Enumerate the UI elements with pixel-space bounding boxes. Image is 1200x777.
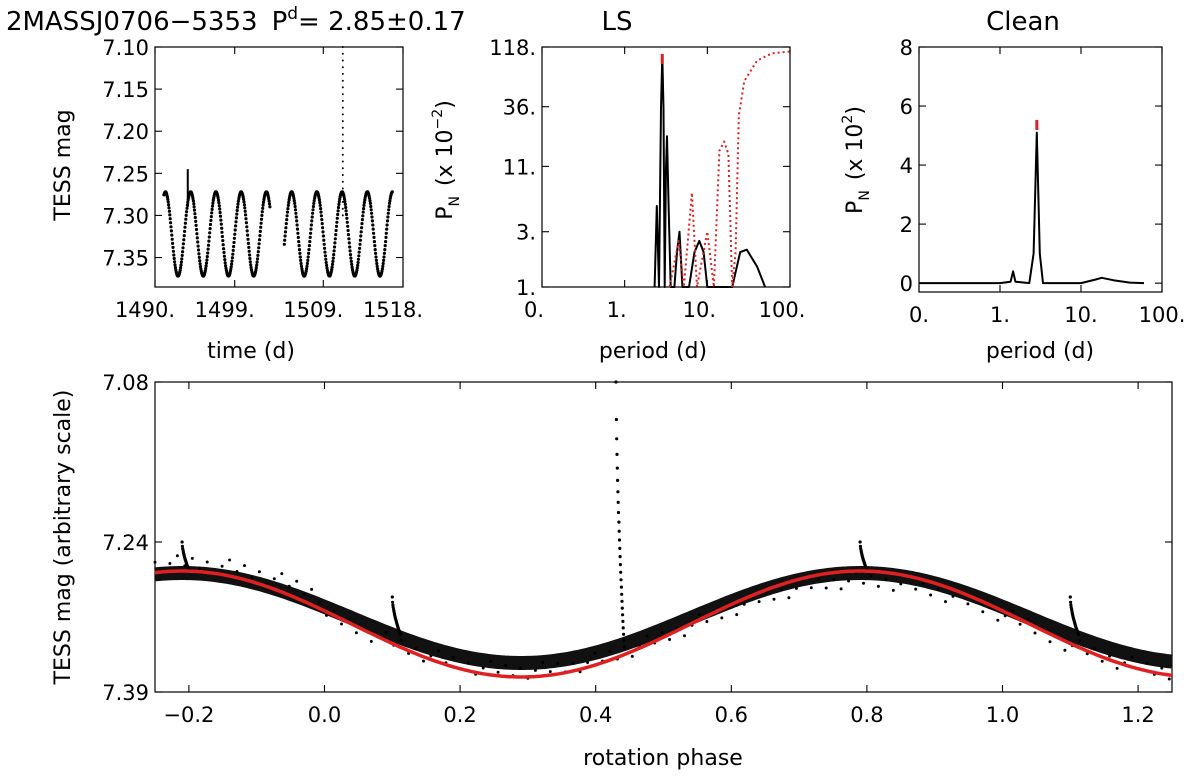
- phased-xtick-label: −0.2: [163, 703, 214, 727]
- phased-xtick-label: 0.6: [715, 703, 748, 727]
- phased-xtick-label: 0.8: [850, 703, 883, 727]
- clean-ytick-label: 2: [900, 213, 913, 237]
- ls-ylabel-sub: N: [447, 196, 463, 206]
- ls-xtick-label: 1.: [607, 298, 627, 322]
- ls-ytick-label: 1.: [516, 276, 536, 300]
- lightcurve-panel: 1490. 1499. 1509. 1518. 7.10 7.15 7.20 7.25 7.30…: [102, 36, 423, 322]
- lightcurve-ytick-label: 7.15: [102, 78, 149, 102]
- phased-sinusoid-fit: [154, 569, 1173, 679]
- clean-ytick-label: 8: [900, 36, 913, 60]
- phased-xtick-label: 1.2: [1121, 703, 1154, 727]
- clean-title: Clean: [986, 7, 1060, 37]
- lightcurve-ytick-label: 7.30: [102, 204, 149, 228]
- lightcurve-xlabel: time (d): [207, 339, 295, 364]
- clean-xtick-label: 100.: [1139, 303, 1186, 327]
- ls-ylabel: PN (x 10−2): [430, 100, 463, 220]
- clean-ylabel-close: ): [843, 106, 868, 115]
- ls-ytick-label: 3.: [516, 221, 536, 245]
- lightcurve-frame: [154, 46, 404, 288]
- ls-ylabel-p: P: [433, 207, 458, 220]
- phased-ytick-label: 7.08: [102, 371, 149, 395]
- ls-ytick-label: 36.: [503, 96, 536, 120]
- ls-series-window: [668, 50, 791, 288]
- clean-ylabel-sup: 2: [840, 115, 856, 124]
- clean-xlabel: period (d): [986, 339, 1094, 364]
- phased-xtick-label: 0.2: [443, 703, 476, 727]
- clean-periodogram-panel: 0. 1. 10. 100. 0 2 4 6 8: [900, 36, 1186, 327]
- ls-xtick-label: 0.: [524, 298, 544, 322]
- clean-xtick-label: 0.: [909, 303, 929, 327]
- phased-frame: [154, 381, 1173, 693]
- figure-title: 2MASSJ0706−5353 Pd= 2.85±0.17: [6, 4, 466, 37]
- lightcurve-xtick-label: 1490.: [115, 298, 175, 322]
- ls-periodogram-panel: 0. 1. 10. 100.1.3.11.36.118.: [489, 36, 805, 322]
- period-sup: d: [287, 4, 298, 24]
- ls-title: LS: [602, 7, 633, 37]
- ls-ytick-label: 11.: [503, 155, 536, 179]
- clean-frame: [918, 46, 1163, 293]
- ls-xtick-label: 100.: [759, 298, 806, 322]
- phased-ytick-label: 7.39: [102, 681, 149, 705]
- ls-ytick-label: 118.: [489, 36, 536, 60]
- ls-frame: [541, 46, 791, 288]
- ls-xlabel: period (d): [599, 339, 707, 364]
- period-label: P: [272, 7, 288, 37]
- clean-xtick-label: 1.: [990, 303, 1010, 327]
- lightcurve-ytick-label: 7.20: [102, 120, 149, 144]
- lightcurve-ytick-label: 7.10: [102, 36, 149, 60]
- clean-ytick-label: 6: [900, 95, 913, 119]
- lightcurve-ytick-label: 7.35: [102, 247, 149, 271]
- ls-ylabel-suffix: (x 10: [433, 129, 458, 186]
- ls-ylabel-close: ): [433, 100, 458, 109]
- clean-ytick-label: 4: [900, 154, 913, 178]
- phased-flare-3: [614, 380, 626, 649]
- phased-curve-panel: −0.2 0.0 0.2 0.4 0.6 0.8 1.0 1.2 7.08 7.24 7.39: [102, 371, 1177, 727]
- lightcurve-ytick-label: 7.25: [102, 162, 149, 186]
- phased-ytick-label: 7.24: [102, 531, 149, 555]
- ls-ylabel-sup: −2: [430, 109, 446, 130]
- ls-series-periodogram: [653, 54, 767, 288]
- phased-xtick-label: 0.0: [308, 703, 341, 727]
- clean-ylabel-sub: N: [857, 190, 873, 200]
- clean-ylabel: PN (x 102): [840, 106, 873, 214]
- phased-points: [150, 566, 1177, 670]
- phased-xtick-label: 0.4: [579, 703, 612, 727]
- clean-ylabel-suffix: (x 10: [843, 124, 868, 181]
- phased-ylabel: TESS mag (arbitrary scale): [51, 390, 76, 686]
- lightcurve-ylabel: TESS mag: [51, 109, 76, 221]
- clean-ylabel-p: P: [843, 201, 868, 214]
- phased-flare-2: [390, 595, 402, 637]
- phased-xlabel: rotation phase: [583, 746, 743, 771]
- lightcurve-xtick-label: 1509.: [283, 298, 343, 322]
- clean-ytick-label: 0: [900, 272, 913, 296]
- lightcurve-xtick-label: 1499.: [195, 298, 255, 322]
- phased-xtick-label: 1.0: [986, 703, 1019, 727]
- object-name: 2MASSJ0706−5353: [6, 7, 258, 37]
- ls-xtick-label: 10.: [683, 298, 716, 322]
- lightcurve-xtick-label: 1518.: [363, 298, 423, 322]
- clean-series-clean: [919, 131, 1145, 285]
- phased-flare-5: [1068, 595, 1080, 637]
- lightcurve-points: [162, 190, 394, 278]
- period-value: = 2.85±0.17: [298, 7, 466, 37]
- clean-xtick-label: 10.: [1064, 303, 1097, 327]
